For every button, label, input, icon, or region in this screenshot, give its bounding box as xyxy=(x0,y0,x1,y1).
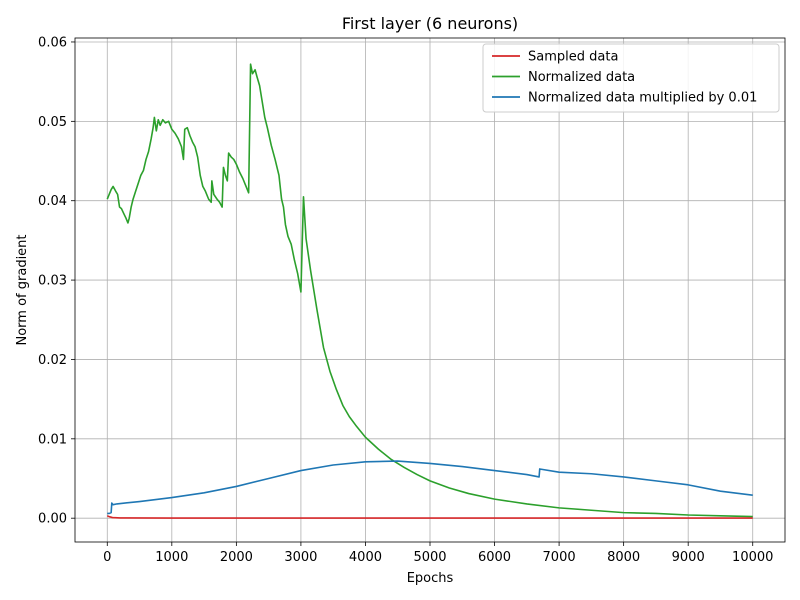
y-tick-label: 0.00 xyxy=(38,512,67,527)
grid xyxy=(75,38,785,542)
series-line-1 xyxy=(106,63,753,518)
legend-label: Sampled data xyxy=(528,50,618,65)
x-tick-label: 5000 xyxy=(413,550,446,565)
x-tick-label: 7000 xyxy=(543,550,576,565)
y-axis: 0.00 0.01 0.02 0.03 0.04 0.05 0.06 xyxy=(38,35,75,527)
series-layer xyxy=(106,63,753,519)
x-tick-label: 3000 xyxy=(284,550,317,565)
legend-box xyxy=(482,43,780,113)
x-tick-label: 9000 xyxy=(672,550,705,565)
legend-label: Normalized data xyxy=(528,70,635,85)
chart-title: First layer (6 neurons) xyxy=(342,14,518,33)
x-axis: 0 1000 2000 3000 4000 5000 6000 7000 8000 9000 100… xyxy=(103,542,773,565)
y-tick-label: 0.02 xyxy=(38,353,67,368)
y-tick-label: 0.03 xyxy=(38,274,67,289)
x-tick-label: 8000 xyxy=(607,550,640,565)
x-axis-title: Epochs xyxy=(407,571,454,586)
series-line-2 xyxy=(107,460,753,515)
x-tick-label: 2000 xyxy=(220,550,253,565)
y-tick-label: 0.01 xyxy=(38,432,67,447)
x-tick-label: 4000 xyxy=(349,550,382,565)
y-tick-label: 0.05 xyxy=(38,115,67,130)
y-axis-title: Norm of gradient xyxy=(15,234,30,345)
x-tick-label: 6000 xyxy=(478,550,511,565)
legend: Sampled data Normalized data Normalized da… xyxy=(482,43,780,113)
x-tick-label: 0 xyxy=(103,550,111,565)
y-tick-label: 0.06 xyxy=(38,35,67,50)
y-tick-label: 0.04 xyxy=(38,194,67,209)
x-tick-label: 10000 xyxy=(732,550,773,565)
legend-label: Normalized data multiplied by 0.01 xyxy=(528,91,757,106)
x-tick-label: 1000 xyxy=(155,550,188,565)
series-line-0 xyxy=(106,515,753,519)
